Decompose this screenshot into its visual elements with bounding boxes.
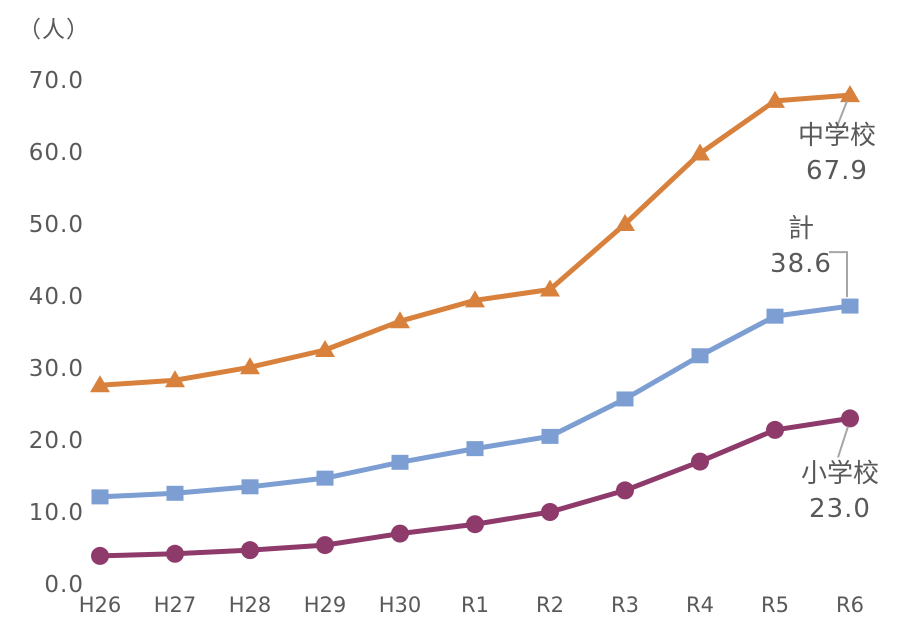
square-marker — [841, 298, 859, 314]
y-tick-label: 0.0 — [44, 572, 84, 598]
series-end-value-elementary: 23.0 — [809, 494, 871, 524]
leader-line-elementary — [837, 426, 849, 458]
square-marker — [766, 308, 784, 324]
circle-marker — [541, 503, 559, 521]
x-tick-label: R6 — [836, 593, 864, 617]
square-marker — [241, 479, 259, 495]
x-tick-label: H28 — [229, 593, 272, 617]
circle-marker — [316, 536, 334, 555]
square-marker — [466, 441, 484, 457]
y-tick-label: 70.0 — [29, 68, 84, 94]
y-tick-label: 50.0 — [29, 212, 84, 238]
y-tick-label: 40.0 — [29, 284, 84, 310]
series-end-value-junior-high: 67.9 — [806, 156, 868, 186]
circle-marker — [241, 541, 259, 560]
square-marker — [391, 454, 409, 470]
x-tick-label: H30 — [379, 593, 422, 617]
triangle-marker — [765, 90, 785, 108]
series-annotation-total: 計 38.6 — [736, 211, 866, 281]
series-end-value-total: 38.6 — [770, 249, 832, 279]
triangle-marker — [315, 340, 335, 357]
y-tick-label: 10.0 — [29, 500, 84, 526]
circle-marker — [466, 515, 484, 534]
y-tick-label: 30.0 — [29, 356, 84, 382]
circle-marker — [691, 452, 709, 471]
x-tick-label: R4 — [686, 593, 714, 617]
x-tick-label: R5 — [761, 593, 789, 617]
triangle-marker — [240, 357, 260, 375]
circle-marker — [616, 481, 634, 500]
series-annotation-junior-high: 中学校 67.9 — [772, 118, 900, 188]
y-tick-label: 60.0 — [29, 140, 84, 166]
x-tick-label: R2 — [536, 593, 564, 617]
triangle-marker — [165, 370, 185, 388]
triangle-marker — [540, 279, 560, 297]
x-tick-label: R1 — [461, 593, 489, 617]
x-tick-label: H26 — [79, 593, 122, 617]
square-marker — [166, 485, 184, 501]
circle-marker — [91, 546, 109, 565]
square-marker — [616, 391, 634, 407]
triangle-marker — [465, 290, 485, 308]
triangle-marker — [390, 311, 410, 329]
x-tick-label: R3 — [611, 593, 639, 617]
square-marker — [691, 348, 709, 364]
triangle-marker — [615, 214, 635, 231]
series-annotation-elementary: 小学校 23.0 — [775, 456, 900, 526]
circle-marker — [391, 524, 409, 543]
triangle-marker — [90, 375, 110, 393]
series-name-elementary: 小学校 — [800, 459, 879, 489]
y-tick-label: 20.0 — [29, 428, 84, 454]
triangle-marker — [690, 143, 710, 161]
series-name-total: 計 — [787, 214, 814, 244]
circle-marker — [166, 544, 184, 563]
y-axis-unit-label: （人） — [18, 17, 90, 43]
circle-marker — [766, 420, 784, 439]
x-tick-label: H29 — [304, 593, 347, 617]
series-line-2 — [97, 415, 853, 559]
circle-marker — [841, 409, 859, 428]
x-tick-label: H27 — [154, 593, 197, 617]
square-marker — [316, 470, 334, 486]
leader-line-junior-high — [835, 100, 848, 130]
square-marker — [541, 428, 559, 444]
leader-line-total — [829, 251, 848, 298]
series-line-1 — [97, 303, 853, 500]
series-name-junior-high: 中学校 — [797, 121, 876, 151]
square-marker — [91, 489, 109, 505]
triangle-marker — [840, 85, 860, 103]
